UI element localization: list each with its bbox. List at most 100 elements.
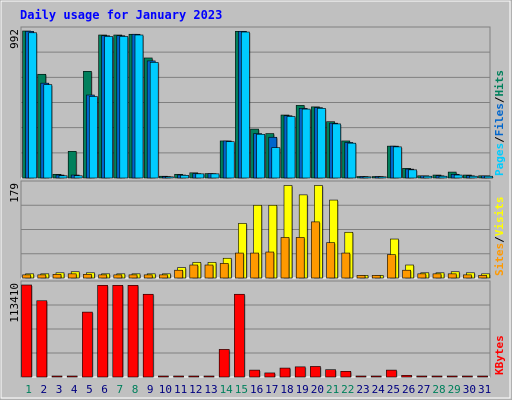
bar-sites-day-29	[447, 273, 457, 279]
day-label: 21	[326, 383, 339, 396]
bar-sites-day-22	[341, 252, 351, 279]
day-label: 11	[174, 383, 187, 396]
bar-kbytes-day-17	[264, 372, 276, 378]
day-label: 27	[417, 383, 430, 396]
day-label: 10	[159, 383, 172, 396]
bar-kbytes-day-31	[477, 375, 488, 378]
bar-kbytes-day-13	[203, 375, 215, 378]
bar-sites-day-30	[463, 274, 472, 279]
bar-pages-day-22	[347, 142, 357, 179]
bar-sites-day-12	[189, 264, 199, 279]
day-label: 20	[311, 383, 324, 396]
bar-kbytes-day-11	[173, 375, 184, 378]
bar-pages-day-27	[423, 175, 433, 179]
bar-kbytes-day-22	[340, 371, 352, 378]
max-value-label: 113410	[8, 283, 21, 323]
day-label: 30	[463, 383, 476, 396]
bar-kbytes-day-18	[279, 367, 291, 378]
day-label: 5	[86, 383, 93, 396]
legend-entry: Pages	[493, 143, 506, 176]
legend-entry: Visits	[493, 197, 506, 237]
day-label: 9	[147, 383, 154, 396]
bar-kbytes-day-2	[36, 300, 48, 378]
bar-pages-day-26	[408, 169, 417, 179]
bar-pages-day-5	[89, 96, 98, 179]
bar-pages-day-16	[256, 133, 265, 179]
max-value-label: 179	[8, 183, 21, 203]
panel-kbytes: 113410 KBytes	[8, 280, 506, 378]
bar-sites-day-26	[402, 269, 411, 279]
day-label: 15	[235, 383, 248, 396]
day-label: 31	[478, 383, 491, 396]
bar-kbytes-day-25	[386, 369, 397, 378]
legend-entry: KBytes	[493, 335, 506, 375]
day-label: 28	[432, 383, 445, 396]
bar-kbytes-day-1	[21, 284, 32, 378]
bar-pages-day-23	[362, 176, 372, 179]
day-label: 12	[189, 383, 202, 396]
day-label: 13	[204, 383, 217, 396]
bar-kbytes-day-16	[249, 369, 260, 378]
day-label: 17	[265, 383, 278, 396]
bar-sites-day-5	[83, 274, 92, 279]
bar-sites-day-24	[371, 275, 381, 279]
legend-entry: /	[493, 236, 506, 243]
bar-sites-day-10	[159, 274, 168, 279]
day-label: 26	[402, 383, 415, 396]
bar-kbytes-day-10	[158, 375, 169, 378]
bar-pages-day-29	[453, 174, 463, 179]
bar-hits-day-4	[67, 151, 77, 179]
bar-sites-day-21	[326, 242, 335, 279]
bar-kbytes-day-3	[51, 375, 63, 378]
bar-sites-day-4	[67, 273, 77, 279]
bar-sites-day-14	[219, 263, 229, 279]
bar-pages-day-21	[332, 123, 341, 179]
bar-pages-day-25	[393, 146, 402, 179]
bar-kbytes-day-19	[294, 366, 306, 378]
bar-sites-day-18	[280, 237, 290, 279]
bar-kbytes-day-27	[416, 375, 428, 378]
day-label: 16	[250, 383, 263, 396]
bar-kbytes-day-15	[234, 293, 245, 378]
bar-kbytes-day-20	[310, 366, 321, 378]
day-label: 1	[25, 383, 32, 396]
bar-kbytes-day-6	[97, 285, 108, 378]
bar-kbytes-day-14	[218, 349, 230, 378]
bar-pages-day-7	[119, 36, 129, 179]
day-label: 24	[372, 383, 386, 396]
bar-pages-day-12	[195, 173, 205, 179]
bar-sites-day-20	[311, 221, 320, 279]
bar-pages-day-14	[225, 141, 235, 179]
bar-kbytes-day-7	[112, 285, 124, 378]
bar-pages-day-4	[73, 175, 83, 179]
day-labels: 1 2 3 4 5 6 7 8 9 10 11 12 13 14 15 16 17 18 19 20 21 22 23 24 2…	[25, 383, 491, 396]
bar-pages-day-30	[469, 175, 478, 179]
bar-pages-day-11	[180, 175, 189, 179]
bar-kbytes-day-30	[462, 375, 473, 378]
bar-sites-day-16	[250, 252, 259, 279]
bar-kbytes-day-4	[66, 375, 78, 378]
bar-sites-day-23	[356, 275, 366, 279]
bar-sites-day-7	[113, 274, 123, 279]
bar-sites-day-8	[128, 274, 138, 279]
day-label: 2	[40, 383, 47, 396]
max-value-label: 992	[8, 29, 21, 49]
day-label: 8	[132, 383, 139, 396]
day-label: 18	[280, 383, 293, 396]
bar-kbytes-day-24	[370, 375, 382, 378]
day-label: 6	[101, 383, 108, 396]
legend-entry: /	[493, 136, 506, 143]
day-label: 29	[448, 383, 461, 396]
bar-pages-day-1	[28, 32, 37, 179]
bar-pages-day-10	[165, 176, 174, 179]
legend-entry: Files	[493, 103, 506, 136]
bar-pages-day-18	[286, 116, 296, 179]
day-label: 3	[56, 383, 63, 396]
bar-kbytes-day-5	[82, 311, 93, 378]
legend-entry: Hits	[493, 70, 506, 97]
bar-pages-day-28	[438, 175, 448, 179]
bar-pages-day-24	[377, 176, 387, 179]
